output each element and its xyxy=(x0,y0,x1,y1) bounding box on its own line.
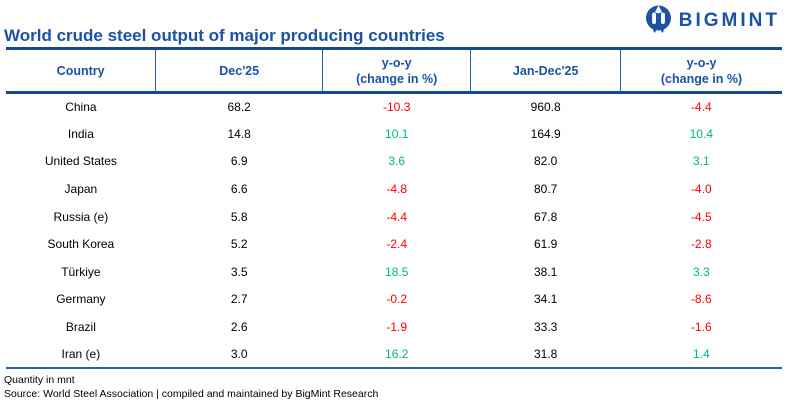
value-cell: -4.0 xyxy=(690,182,712,197)
table-row: United States 6.9 3.6 82.0 3.1 xyxy=(6,148,782,176)
country-cell: Russia (e) xyxy=(53,209,109,224)
column-header: Jan-Dec'25 xyxy=(470,48,621,94)
value-cell: -4.4 xyxy=(386,209,408,224)
country-cell: China xyxy=(65,100,97,115)
bigmint-m-icon xyxy=(645,5,672,36)
value-cell: 67.8 xyxy=(534,209,558,224)
column-header: Dec'25 xyxy=(155,48,323,94)
value-cell: 164.9 xyxy=(530,126,561,141)
top-bar: BIGMINT World crude steel output of majo… xyxy=(0,0,788,47)
country-cell: South Korea xyxy=(47,237,115,252)
value-cell: 33.3 xyxy=(534,320,558,335)
table-row: China 68.2 -10.3 960.8 -4.4 xyxy=(6,93,782,121)
value-cell: -10.3 xyxy=(383,100,411,115)
country-cell: India xyxy=(67,126,94,141)
table-row: Iran (e) 3.0 16.2 31.8 1.4 xyxy=(6,340,782,370)
value-cell: 14.8 xyxy=(227,126,251,141)
value-cell: 960.8 xyxy=(530,100,561,115)
value-cell: -2.8 xyxy=(690,237,712,252)
country-cell: Iran (e) xyxy=(6,340,156,370)
table-footer: Quantity in mnt Source: World Steel Asso… xyxy=(4,373,788,401)
table-row: India 14.8 10.1 164.9 10.4 xyxy=(6,120,782,148)
value-cell: 68.2 xyxy=(227,100,251,115)
table-row: Russia (e) 5.8 -4.4 67.8 -4.5 xyxy=(6,203,782,231)
value-cell: 10.1 xyxy=(385,126,409,141)
value-cell: 82.0 xyxy=(534,154,558,169)
table-row: South Korea 5.2 -2.4 61.9 -2.8 xyxy=(6,230,782,258)
value-cell: -4.4 xyxy=(690,100,712,115)
value-cell: 3.6 xyxy=(388,154,406,169)
steel-output-table: Country Dec'25 y-o-y (change in %) Jan-Dec'2… xyxy=(6,47,782,370)
value-cell: 18.5 xyxy=(385,264,409,279)
table-header: Country Dec'25 y-o-y (change in %) Jan-Dec'2… xyxy=(6,48,782,94)
table-row: Japan 6.6 -4.8 80.7 -4.0 xyxy=(6,175,782,203)
value-cell: -8.6 xyxy=(690,292,712,307)
header-row: Country Dec'25 y-o-y (change in %) Jan-Dec'2… xyxy=(6,48,782,94)
bigmint-logo: BIGMINT xyxy=(645,5,780,36)
value-cell: 80.7 xyxy=(534,182,558,197)
value-cell: 2.6 xyxy=(230,320,248,335)
country-cell: Germany xyxy=(56,292,106,307)
value-cell: 31.8 xyxy=(470,340,621,370)
table-row: Türkiye 3.5 18.5 38.1 3.3 xyxy=(6,258,782,286)
value-cell: 6.6 xyxy=(230,182,248,197)
country-cell: Japan xyxy=(64,182,98,197)
country-cell: United States xyxy=(44,154,117,169)
value-cell: -0.2 xyxy=(386,292,408,307)
value-cell: 34.1 xyxy=(534,292,558,307)
value-cell: 1.4 xyxy=(620,340,782,370)
country-cell: Türkiye xyxy=(61,264,101,279)
brand-name: BIGMINT xyxy=(678,9,780,31)
value-cell: 5.8 xyxy=(230,209,248,224)
value-cell: 61.9 xyxy=(534,237,558,252)
value-cell: -2.4 xyxy=(386,237,408,252)
value-cell: 3.3 xyxy=(692,264,710,279)
page-title: World crude steel output of major produc… xyxy=(4,26,445,45)
value-cell: 3.5 xyxy=(230,264,248,279)
unit-note: Quantity in mnt xyxy=(4,374,75,387)
value-cell: -1.6 xyxy=(690,320,712,335)
table-row: Germany 2.7 -0.2 34.1 -8.6 xyxy=(6,286,782,314)
column-header: y-o-y (change in %) xyxy=(322,48,471,94)
source-note: Source: World Steel Association | compil… xyxy=(4,388,379,401)
column-header: y-o-y (change in %) xyxy=(620,48,782,94)
column-header: Country xyxy=(6,48,156,94)
value-cell: 6.9 xyxy=(230,154,248,169)
value-cell: 38.1 xyxy=(534,264,558,279)
table-row: Brazil 2.6 -1.9 33.3 -1.6 xyxy=(6,313,782,341)
value-cell: 3.1 xyxy=(692,154,710,169)
value-cell: 5.2 xyxy=(230,237,248,252)
value-cell: 16.2 xyxy=(322,340,471,370)
value-cell: -4.5 xyxy=(690,209,712,224)
value-cell: -4.8 xyxy=(386,182,408,197)
country-cell: Brazil xyxy=(65,320,96,335)
value-cell: 3.0 xyxy=(155,340,323,370)
value-cell: 2.7 xyxy=(230,292,248,307)
value-cell: -1.9 xyxy=(386,320,408,335)
table-body: China 68.2 -10.3 960.8 -4.4 India 14.8 10.1 164.… xyxy=(6,93,782,370)
value-cell: 10.4 xyxy=(689,126,713,141)
